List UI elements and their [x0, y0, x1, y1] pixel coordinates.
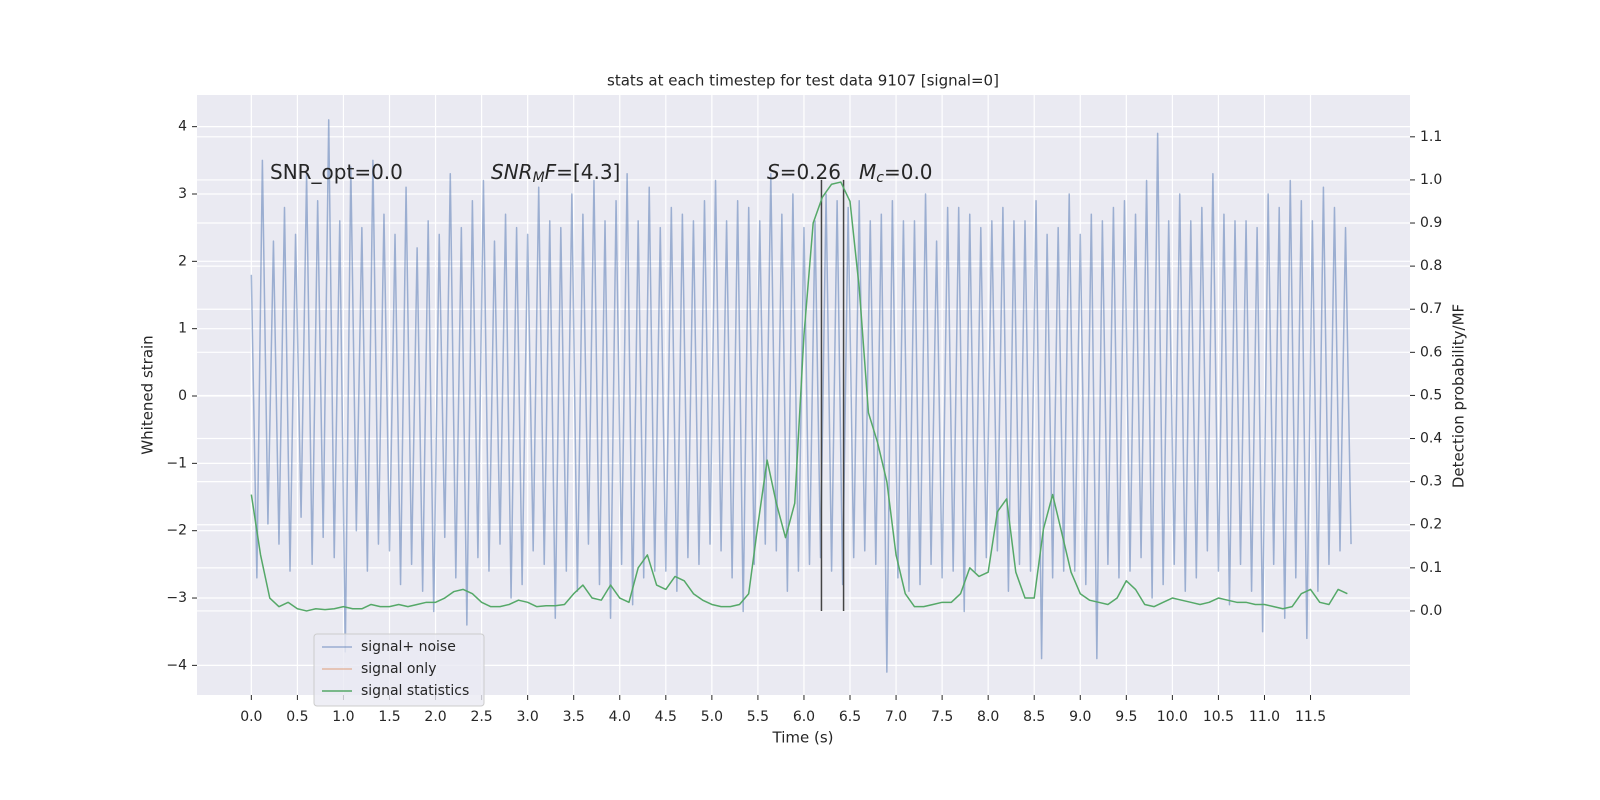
annotation-part: c	[876, 170, 884, 186]
y2-tick-label: 0.8	[1420, 258, 1442, 274]
y-axis-label: Whitened strain	[139, 335, 157, 454]
y-tick-label: −3	[166, 590, 187, 606]
y2-tick-label: 0.9	[1420, 215, 1442, 231]
legend-frame	[313, 633, 485, 707]
y2-tick-label: 0.7	[1420, 301, 1442, 317]
x-tick-label: 8.0	[977, 709, 999, 725]
legend: signal+ noise signal only signal statistic…	[313, 633, 485, 707]
y-tick-label: 4	[178, 119, 187, 135]
x-tick-label: 5.5	[747, 709, 769, 725]
y-tick-label: −4	[166, 657, 187, 673]
x-tick-label: 10.5	[1203, 709, 1234, 725]
y-tick-label: 1	[178, 321, 187, 337]
y2-tick-label: 0.5	[1420, 387, 1442, 403]
x-tick-label: 4.5	[655, 709, 677, 725]
annotation-part: S	[767, 160, 780, 184]
y2-tick-label: 0.3	[1420, 474, 1442, 490]
chart-title: stats at each timestep for test data 910…	[607, 72, 999, 90]
annotation: SNR_opt=0.0	[270, 160, 403, 184]
annotation-part: =[4.3]	[556, 160, 620, 184]
annotation: S=0.26	[767, 160, 841, 184]
x-tick-label: 3.5	[563, 709, 585, 725]
x-tick-label: 6.5	[839, 709, 861, 725]
y2-tick-label: 1.0	[1420, 172, 1442, 188]
y2-axis-label: Detection probability/MF	[1450, 304, 1468, 488]
x-tick-label: 5.0	[701, 709, 723, 725]
x-tick-label: 11.0	[1249, 709, 1280, 725]
series-line	[250, 119, 1352, 673]
x-tick-label: 2.5	[470, 709, 492, 725]
x-tick-label: 11.5	[1295, 709, 1326, 725]
x-tick-label: 1.5	[378, 709, 400, 725]
y-tick-label: 0	[178, 388, 187, 404]
annotation-part: SNR_opt=0.0	[270, 160, 403, 184]
y2-tick-label: 0.4	[1420, 431, 1442, 447]
y-tick-label: −2	[166, 523, 187, 539]
x-tick-label: 2.0	[424, 709, 446, 725]
y-tick-label: 2	[178, 253, 187, 269]
legend-label: signal statistics	[361, 683, 469, 699]
annotation-part: =0.26	[780, 160, 841, 184]
annotation-part: M	[533, 170, 545, 186]
legend-label: signal+ noise	[361, 639, 456, 655]
annotation-part: M	[859, 160, 876, 184]
x-tick-label: 7.5	[931, 709, 953, 725]
y2-tick-label: 0.0	[1420, 603, 1442, 619]
x-tick-label: 3.0	[517, 709, 539, 725]
annotation-part: =0.0	[884, 160, 933, 184]
legend-label: signal only	[361, 661, 436, 677]
x-tick-label: 6.0	[793, 709, 815, 725]
x-tick-label: 8.5	[1023, 709, 1045, 725]
y2-tick-label: 1.1	[1420, 129, 1442, 145]
x-tick-label: 9.5	[1115, 709, 1137, 725]
x-tick-label: 0.5	[286, 709, 308, 725]
y-tick-label: −1	[166, 455, 187, 471]
y-tick-label: 3	[178, 186, 187, 202]
x-tick-label: 9.0	[1069, 709, 1091, 725]
annotation: SNRMF=[4.3]	[491, 160, 620, 187]
x-tick-label: 0.0	[240, 709, 262, 725]
x-tick-label: 1.0	[332, 709, 354, 725]
x-tick-label: 10.0	[1157, 709, 1188, 725]
annotation: Mc=0.0	[859, 160, 933, 187]
annotation-part: F	[545, 160, 557, 184]
y2-tick-label: 0.1	[1420, 560, 1442, 576]
series-line	[250, 181, 1348, 612]
x-tick-label: 4.0	[609, 709, 631, 725]
x-axis-label: Time (s)	[772, 729, 834, 747]
y2-tick-label: 0.2	[1420, 517, 1442, 533]
annotation-part: SNR	[491, 160, 533, 184]
x-tick-label: 7.0	[885, 709, 907, 725]
y2-tick-label: 0.6	[1420, 344, 1442, 360]
